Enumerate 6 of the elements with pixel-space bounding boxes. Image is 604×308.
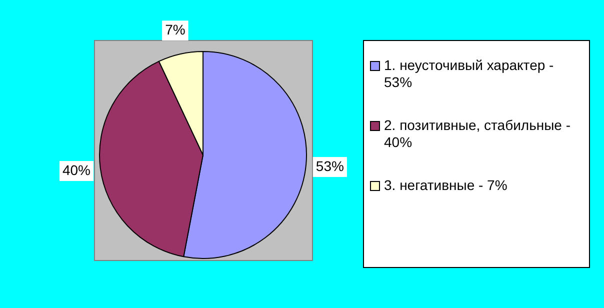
legend-label: 3. негативные - 7%	[384, 177, 508, 194]
legend-label: 1. неусточивый характер - 53%	[384, 57, 555, 91]
data-label: 40%	[62, 162, 91, 178]
data-label: 7%	[165, 21, 186, 38]
legend-label: 2. позитивные, стабильные - 40%	[384, 117, 572, 151]
data-label: 53%	[316, 158, 344, 174]
